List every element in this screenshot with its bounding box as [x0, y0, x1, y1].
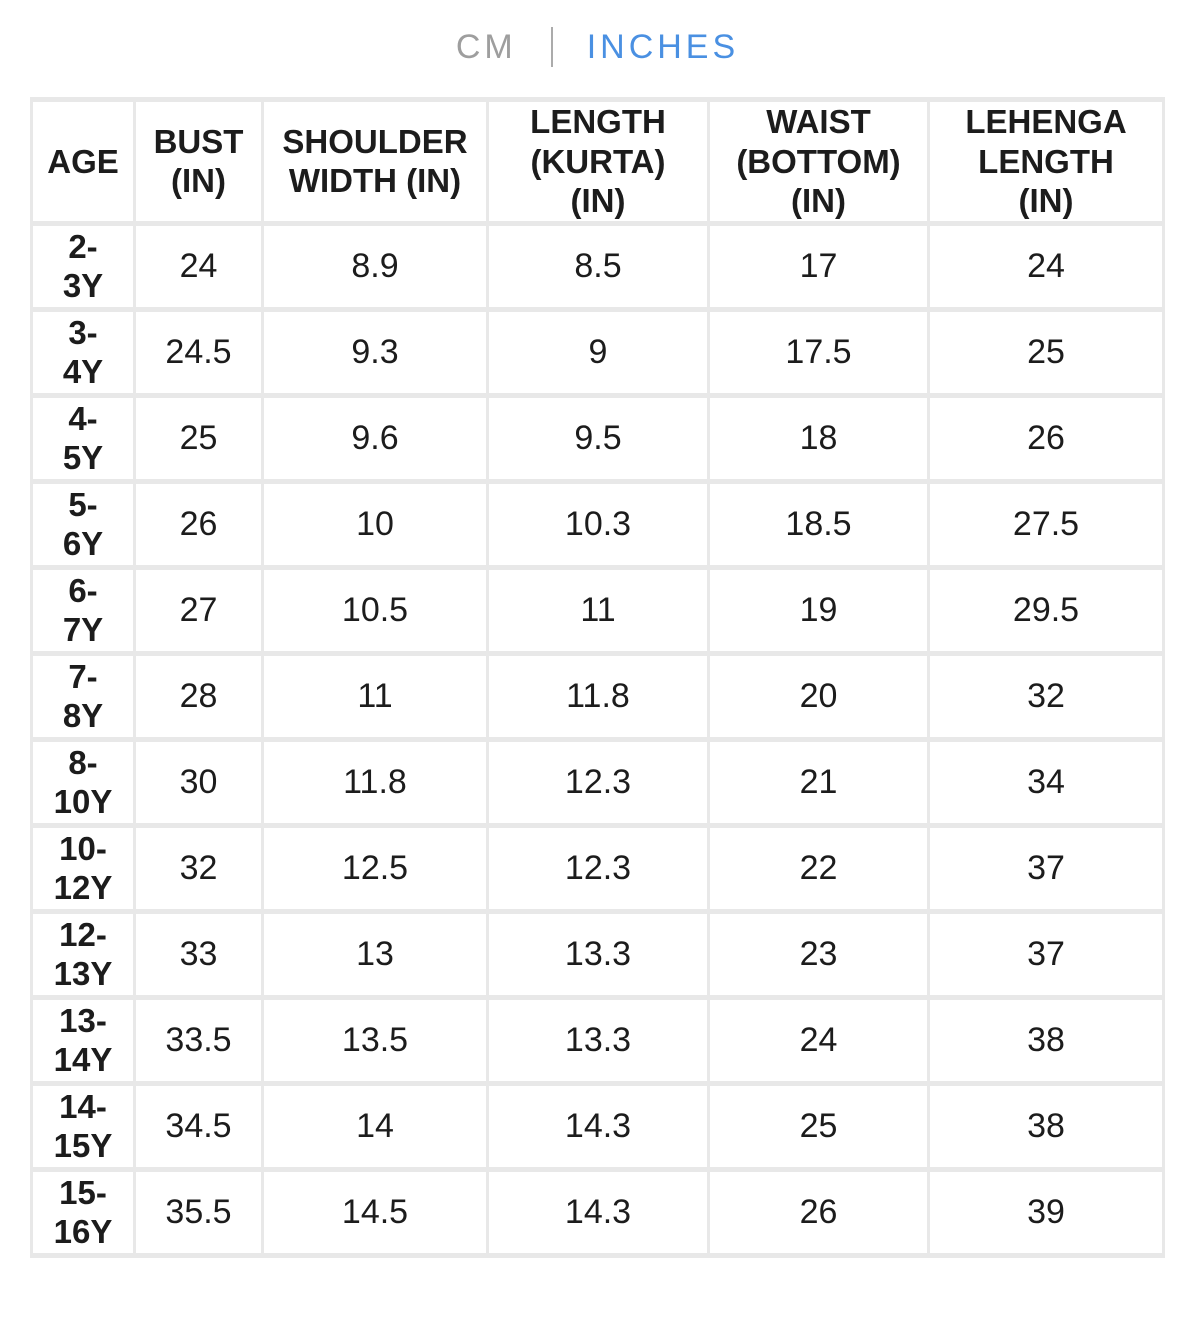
waist-bottom-value: 18.5 [710, 483, 927, 565]
age-cell: 15- 16Y [33, 1171, 133, 1253]
table-row: 7- 8Y 28 11 11.8 20 32 [33, 655, 1162, 737]
lehenga-length-value: 34 [930, 741, 1162, 823]
table-row: 6- 7Y 27 10.5 11 19 29.5 [33, 569, 1162, 651]
waist-bottom-value: 17 [710, 225, 927, 307]
waist-bottom-value: 25 [710, 1085, 927, 1167]
shoulder-width-value: 10.5 [264, 569, 486, 651]
waist-bottom-value: 21 [710, 741, 927, 823]
waist-bottom-value: 23 [710, 913, 927, 995]
waist-bottom-value: 19 [710, 569, 927, 651]
age-cell: 5- 6Y [33, 483, 133, 565]
lehenga-length-value: 38 [930, 1085, 1162, 1167]
bust-value: 28 [136, 655, 261, 737]
column-header-length-kurta: LENGTH (KURTA) (IN) [489, 102, 707, 221]
lehenga-length-value: 29.5 [930, 569, 1162, 651]
column-header-shoulder-width: SHOULDER WIDTH (IN) [264, 102, 486, 221]
length-kurta-value: 8.5 [489, 225, 707, 307]
lehenga-length-value: 26 [930, 397, 1162, 479]
shoulder-width-value: 8.9 [264, 225, 486, 307]
length-kurta-value: 14.3 [489, 1171, 707, 1253]
bust-value: 26 [136, 483, 261, 565]
lehenga-length-value: 37 [930, 827, 1162, 909]
column-header-age: AGE [33, 102, 133, 221]
table-row: 8- 10Y 30 11.8 12.3 21 34 [33, 741, 1162, 823]
shoulder-width-value: 12.5 [264, 827, 486, 909]
unit-toggle-divider [550, 27, 553, 67]
shoulder-width-value: 11 [264, 655, 486, 737]
column-header-bust: BUST (IN) [136, 102, 261, 221]
lehenga-length-value: 39 [930, 1171, 1162, 1253]
lehenga-length-value: 32 [930, 655, 1162, 737]
bust-value: 25 [136, 397, 261, 479]
lehenga-length-value: 37 [930, 913, 1162, 995]
age-cell: 13- 14Y [33, 999, 133, 1081]
length-kurta-value: 13.3 [489, 913, 707, 995]
shoulder-width-value: 13.5 [264, 999, 486, 1081]
waist-bottom-value: 22 [710, 827, 927, 909]
shoulder-width-value: 11.8 [264, 741, 486, 823]
bust-value: 34.5 [136, 1085, 261, 1167]
column-header-waist-bottom: WAIST (BOTTOM) (IN) [710, 102, 927, 221]
lehenga-length-value: 27.5 [930, 483, 1162, 565]
table-row: 4- 5Y 25 9.6 9.5 18 26 [33, 397, 1162, 479]
age-cell: 8- 10Y [33, 741, 133, 823]
table-row: 12- 13Y 33 13 13.3 23 37 [33, 913, 1162, 995]
age-cell: 3- 4Y [33, 311, 133, 393]
table-row: 5- 6Y 26 10 10.3 18.5 27.5 [33, 483, 1162, 565]
length-kurta-value: 14.3 [489, 1085, 707, 1167]
bust-value: 24 [136, 225, 261, 307]
bust-value: 33.5 [136, 999, 261, 1081]
length-kurta-value: 9 [489, 311, 707, 393]
bust-value: 24.5 [136, 311, 261, 393]
bust-value: 33 [136, 913, 261, 995]
shoulder-width-value: 10 [264, 483, 486, 565]
age-cell: 2- 3Y [33, 225, 133, 307]
table-row: 13- 14Y 33.5 13.5 13.3 24 38 [33, 999, 1162, 1081]
shoulder-width-value: 14 [264, 1085, 486, 1167]
bust-value: 35.5 [136, 1171, 261, 1253]
age-cell: 12- 13Y [33, 913, 133, 995]
waist-bottom-value: 24 [710, 999, 927, 1081]
length-kurta-value: 10.3 [489, 483, 707, 565]
waist-bottom-value: 20 [710, 655, 927, 737]
length-kurta-value: 12.3 [489, 827, 707, 909]
age-cell: 10- 12Y [33, 827, 133, 909]
age-cell: 14- 15Y [33, 1085, 133, 1167]
age-cell: 6- 7Y [33, 569, 133, 651]
column-header-lehenga-length: LEHENGA LENGTH (IN) [930, 102, 1162, 221]
table-row: 10- 12Y 32 12.5 12.3 22 37 [33, 827, 1162, 909]
age-cell: 7- 8Y [33, 655, 133, 737]
unit-toggle: CM INCHES [0, 24, 1195, 70]
waist-bottom-value: 26 [710, 1171, 927, 1253]
length-kurta-value: 9.5 [489, 397, 707, 479]
header-row: AGE BUST (IN) SHOULDER WIDTH (IN) LENGTH… [33, 102, 1162, 221]
bust-value: 27 [136, 569, 261, 651]
size-chart-table: AGE BUST (IN) SHOULDER WIDTH (IN) LENGTH… [30, 97, 1165, 1258]
length-kurta-value: 11 [489, 569, 707, 651]
shoulder-width-value: 9.6 [264, 397, 486, 479]
unit-option-cm[interactable]: CM [455, 27, 517, 66]
table-row: 3- 4Y 24.5 9.3 9 17.5 25 [33, 311, 1162, 393]
lehenga-length-value: 38 [930, 999, 1162, 1081]
shoulder-width-value: 14.5 [264, 1171, 486, 1253]
age-cell: 4- 5Y [33, 397, 133, 479]
length-kurta-value: 12.3 [489, 741, 707, 823]
length-kurta-value: 13.3 [489, 999, 707, 1081]
table-row: 14- 15Y 34.5 14 14.3 25 38 [33, 1085, 1162, 1167]
waist-bottom-value: 17.5 [710, 311, 927, 393]
length-kurta-value: 11.8 [489, 655, 707, 737]
lehenga-length-value: 25 [930, 311, 1162, 393]
bust-value: 32 [136, 827, 261, 909]
table-row: 15- 16Y 35.5 14.5 14.3 26 39 [33, 1171, 1162, 1253]
waist-bottom-value: 18 [710, 397, 927, 479]
lehenga-length-value: 24 [930, 225, 1162, 307]
shoulder-width-value: 9.3 [264, 311, 486, 393]
shoulder-width-value: 13 [264, 913, 486, 995]
unit-option-inches[interactable]: INCHES [586, 27, 740, 66]
bust-value: 30 [136, 741, 261, 823]
table-row: 2- 3Y 24 8.9 8.5 17 24 [33, 225, 1162, 307]
